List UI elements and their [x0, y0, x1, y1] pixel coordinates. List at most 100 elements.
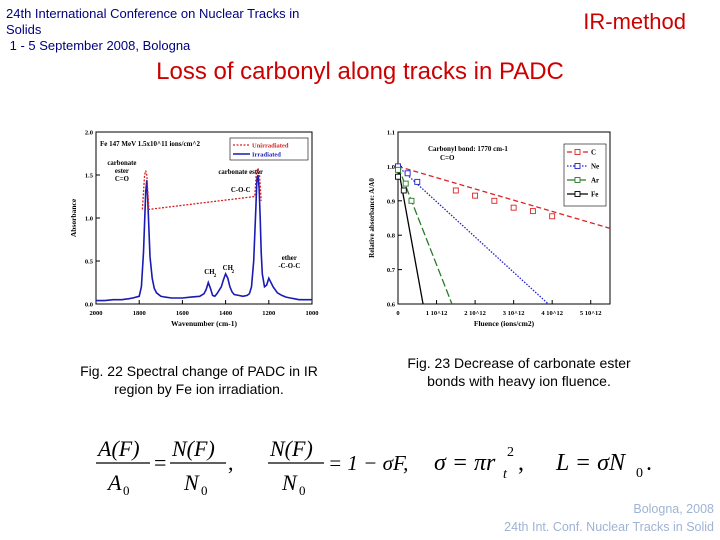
annotation-ether: -C-O-C [278, 263, 300, 270]
y-tick-label: 0.6 [387, 302, 396, 309]
legend-label-ar: Ar [591, 177, 599, 185]
data-point-c [452, 187, 459, 194]
x-tick-label: 1600 [176, 310, 189, 317]
data-point-ne [404, 170, 411, 177]
series-irradiated-line [96, 174, 312, 302]
x-tick-label: 1 10^12 [426, 310, 448, 317]
legend-box [563, 143, 607, 207]
eq1-lhs-numerator: A(F) [96, 436, 140, 461]
y-tick-label: 1.1 [387, 130, 395, 137]
eq4-subscript: 0 [636, 466, 643, 481]
chart-title: Carbonyl bond: 1770 cm-1 [428, 145, 508, 153]
data-point-c [529, 208, 536, 215]
annotation-ch2-right-sub: 2 [232, 270, 235, 275]
method-label: IR-method [583, 9, 686, 34]
figure-22-spectrum: 2000 1800 1600 1400 1200 1000 0.0 0.5 1.0 1.5 2.0 W… [69, 130, 319, 329]
eq2-numerator: N(F) [269, 436, 313, 461]
legend-marker-ne [574, 163, 581, 169]
annotation-ch2-right: CH [223, 265, 234, 272]
data-point-ar [395, 166, 401, 173]
plot-frame [397, 131, 611, 305]
annotation-carbonate-ester-co: ester [115, 168, 129, 175]
annotation-carbonate-ester-co: C=O [115, 176, 129, 183]
fit-line-c [398, 165, 610, 229]
legend-label-c: C [591, 149, 596, 157]
figure-22-caption: Fig. 22 Spectral change of PADC in IR re… [80, 363, 318, 397]
x-tick-label: 2000 [90, 310, 103, 317]
eq4-body: L = σN [555, 450, 627, 476]
legend-marker-c [574, 149, 581, 155]
eq1-comma: , [228, 450, 234, 475]
eq3-superscript: 2 [507, 445, 514, 460]
figure-23-caption: Fig. 23 Decrease of carbonate ester bond… [407, 355, 631, 389]
y-tick-label: 0.5 [85, 259, 94, 266]
annotation-coc: C-O-C [231, 187, 251, 194]
conference-line-2: Solids [6, 22, 42, 37]
eq2-denominator: N [281, 470, 298, 495]
x-tick-label: 5 10^12 [580, 310, 602, 317]
data-point-c [549, 213, 556, 220]
eq1-equals-sign: = [154, 450, 166, 475]
x-tick-label: 1800 [133, 310, 146, 317]
conference-line-1: 24th International Conference on Nuclear… [6, 6, 300, 21]
fit-line-ne [398, 165, 549, 304]
y-tick-label: 0.0 [85, 302, 93, 309]
eq1-lhs-subscript: 0 [123, 483, 130, 498]
y-tick-label: 1.0 [387, 164, 395, 171]
data-point-ar [408, 197, 415, 204]
data-point-ar [402, 180, 409, 187]
eq1-rhs-denominator: N [183, 470, 200, 495]
equations: A(F) A 0 = N(F) N 0 , N(F) N 0 = 1 − σF,… [96, 436, 652, 498]
eq4-period: . [646, 450, 652, 476]
legend-marker-fe [574, 191, 581, 197]
eq1-lhs-denominator: A [106, 470, 122, 495]
data-point-c [510, 204, 517, 211]
fit-line-ar [398, 166, 453, 304]
equation-fluence: N(F) N 0 = 1 − σF, [268, 436, 408, 498]
data-point-ne [414, 178, 421, 185]
y-tick-label: 0.9 [387, 198, 396, 205]
x-tick-label: 1200 [262, 310, 275, 317]
x-tick-label: 1000 [306, 310, 319, 317]
x-tick-label: 4 10^12 [541, 310, 563, 317]
legend-marker-ar [574, 177, 581, 183]
slide-title: Loss of carbonyl along tracks in PADC [156, 58, 564, 85]
eq3-subscript: t [503, 467, 508, 482]
data-point-c [491, 197, 498, 204]
y-tick-label: 1.0 [85, 216, 93, 223]
x-tick-label: 0 [396, 310, 399, 317]
eq2-rhs: = 1 − σF, [328, 451, 408, 475]
y-tick-label: 0.8 [387, 233, 396, 240]
eq1-rhs-numerator: N(F) [171, 436, 215, 461]
eq3-comma: , [518, 450, 524, 476]
legend-label-irradiated: Irradiated [252, 152, 281, 159]
x-tick-label: 3 10^12 [503, 310, 525, 317]
annotation-carbonate-ester-co: carbonate [107, 160, 136, 167]
legend-label-fe: Fe [591, 191, 598, 199]
eq2-subscript: 0 [299, 483, 306, 498]
x-tick-label: 1400 [219, 310, 232, 317]
y-axis-label: Absorbance [69, 198, 78, 237]
footer-line-2: 24th Int. Conf. Nuclear Tracks in Solid [504, 520, 714, 534]
eq1-rhs-subscript: 0 [201, 483, 208, 498]
y-axis-label: Relative absorbance: A/A0 [368, 178, 376, 258]
x-axis-label: Wavenumber (cm-1) [171, 319, 237, 328]
figure-23-fluence-plot: 0 1 10^12 2 10^12 3 10^12 4 10^12 5 10^12 0.6 0… [368, 130, 611, 328]
conference-info: 24th International Conference on Nuclear… [6, 6, 336, 54]
y-tick-label: 1.5 [85, 173, 94, 180]
annotation-ch2-left: CH [204, 269, 215, 276]
chart-title: Fe 147 MeV 1.5x10^11 ions/cm^2 [100, 140, 200, 148]
footer: Bologna, 2008 24th Int. Conf. Nuclear Tr… [504, 500, 714, 536]
annotation-ch2-left-sub: 2 [214, 274, 217, 279]
data-point-fe [400, 187, 407, 194]
equation-track-length: L = σN 0 . [555, 450, 652, 481]
legend-label-unirradiated: Unirradiated [252, 143, 289, 150]
legend-label-ne: Ne [591, 163, 599, 171]
data-point-c [472, 192, 479, 199]
series-unirradiated-line [141, 165, 262, 211]
chart-subtitle: C=O [440, 154, 455, 162]
conference-line-3: 1 - 5 September 2008, Bologna [6, 38, 191, 53]
equation-cross-section: σ = πr 2 t , [434, 445, 524, 482]
y-tick-label: 2.0 [85, 130, 93, 137]
y-tick-label: 0.7 [387, 267, 396, 274]
